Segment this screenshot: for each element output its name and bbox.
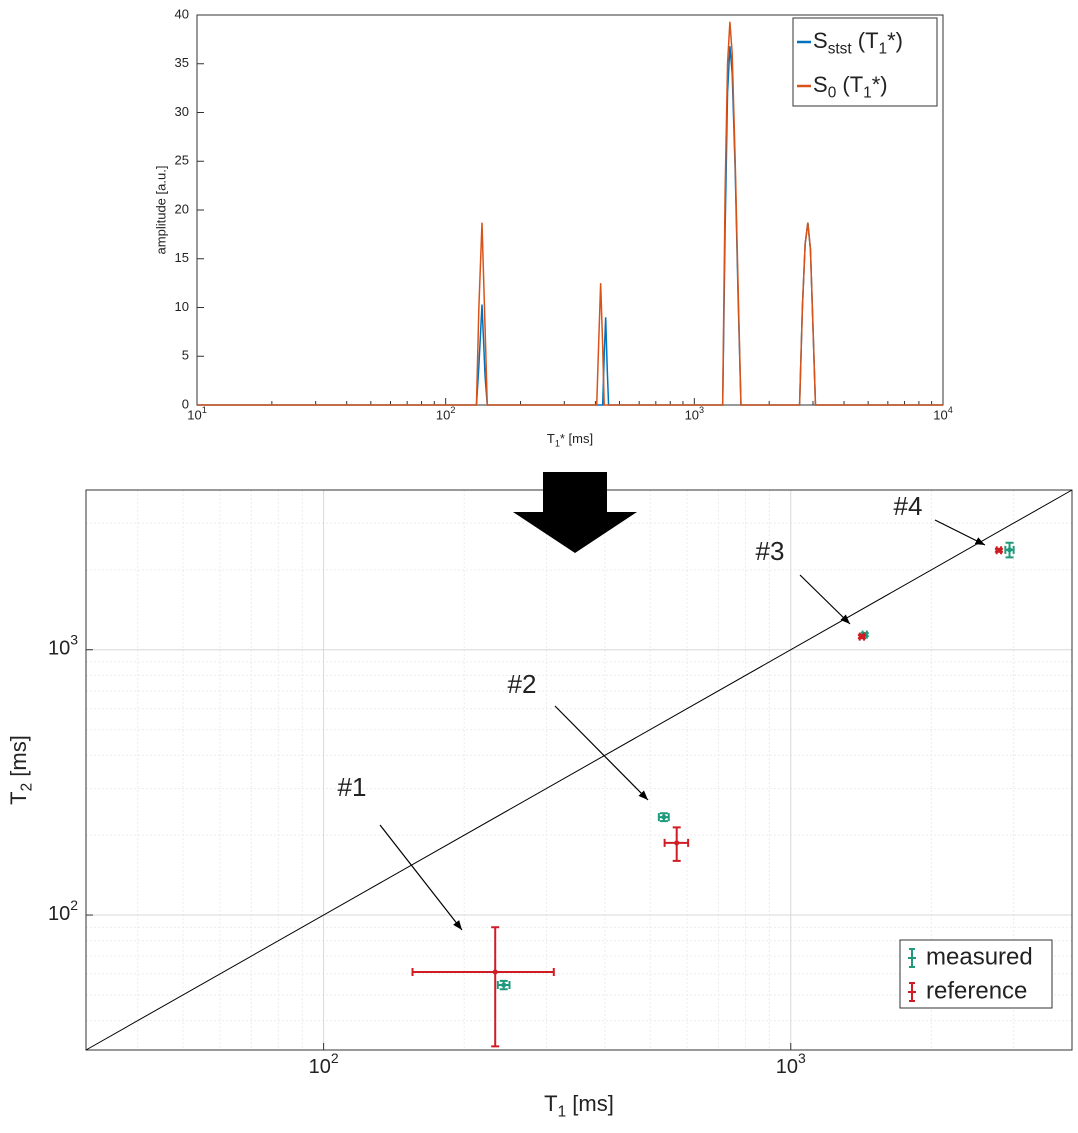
legend-label: reference [926, 977, 1027, 1004]
legend-label-part: 0 [828, 85, 837, 102]
legend-label-part: S [813, 28, 828, 53]
y-tick-label-part: 3 [70, 631, 78, 647]
y-tick-label: 102 [48, 897, 78, 926]
x-tick-label-part: 10 [436, 408, 450, 423]
legend-label-part: *) [872, 72, 888, 97]
y-tick-label-part: 2 [70, 897, 78, 913]
x-tick-label-part: 3 [798, 1050, 806, 1066]
point [1007, 547, 1013, 553]
x-tick-label: 103 [776, 1050, 806, 1079]
x-tick-label-part: 10 [309, 1056, 331, 1078]
y-tick-label-part: 10 [48, 903, 70, 925]
legend-label-part: *) [887, 28, 903, 53]
annotation-arrow [799, 574, 851, 625]
y-axis-label: amplitude [a.u.] [153, 166, 168, 255]
legend-label-part: stst [828, 41, 853, 58]
y-tick-label: 5 [182, 348, 189, 363]
y-axis-label-part: [ms] [6, 735, 31, 783]
y-axis-label-part: T [6, 791, 31, 804]
legend-label: S0 (T1*) [813, 72, 888, 102]
x-tick-label-part: 10 [776, 1056, 798, 1078]
point [859, 634, 865, 640]
legend-label-part: (T [852, 28, 879, 53]
annotation: #2 [508, 669, 537, 699]
legend-label-part: S [813, 72, 828, 97]
x-axis-label-part: T [547, 431, 555, 446]
y-tick-label: 30 [175, 104, 189, 119]
y-tick-label: 0 [182, 396, 189, 411]
x-tick-label-part: 10 [933, 408, 947, 423]
legend-swatch [908, 982, 916, 1002]
y-tick-label-part: 10 [48, 638, 70, 660]
x-tick-label-part: 10 [685, 408, 699, 423]
y-error-bar [491, 926, 500, 1048]
x-axis-label-part: [ms] [566, 1091, 614, 1116]
x-axis-label-part: 1 [558, 1104, 567, 1121]
down-arrow [513, 472, 637, 553]
legend-label-part: 1 [863, 85, 872, 102]
x-tick-label-part: 2 [331, 1050, 339, 1066]
annotation-arrow [554, 705, 649, 801]
x-tick-label: 104 [933, 405, 953, 423]
annotation: #3 [756, 536, 785, 566]
y-tick-label: 25 [175, 153, 189, 168]
point [492, 969, 498, 975]
legend-label: Sstst (T1*) [813, 28, 903, 58]
annotation: #1 [338, 772, 367, 802]
y-tick-label: 15 [175, 250, 189, 265]
legend-label: measured [926, 943, 1033, 970]
x-axis-label-part: * [ms] [560, 431, 593, 446]
y-tick-label: 103 [48, 631, 78, 660]
x-tick-label-part: 10 [187, 408, 201, 423]
x-axis-label-part: T [544, 1091, 557, 1116]
annotation-arrow [379, 824, 463, 931]
legend-box [792, 17, 938, 107]
x-tick-label-part: 2 [450, 405, 455, 415]
x-tick-label-part: 4 [948, 405, 953, 415]
x-tick-label: 103 [685, 405, 705, 423]
annotation-arrow [934, 519, 986, 546]
y-tick-label: 10 [175, 299, 189, 314]
y-tick-label: 35 [175, 55, 189, 70]
legend-swatch [908, 948, 916, 968]
x-tick-label-part: 3 [699, 405, 704, 415]
x-error-bar [411, 968, 555, 977]
point [674, 840, 680, 846]
x-axis-label-part: 1 [555, 439, 560, 449]
x-tick-label: 102 [309, 1050, 339, 1079]
y-axis-label-part: 2 [19, 783, 36, 792]
legend-label-part: 1 [879, 41, 888, 58]
point [501, 982, 507, 988]
series-line [197, 21, 943, 406]
x-axis-label: T1 [ms] [544, 1091, 614, 1121]
legend-label-part: (T [836, 72, 863, 97]
identity-line [85, 489, 1073, 1051]
annotation: #4 [894, 491, 923, 521]
x-tick-label-part: 1 [202, 405, 207, 415]
x-axis-label: T1* [ms] [547, 431, 593, 449]
point [661, 814, 667, 820]
big-arrow [513, 472, 637, 553]
x-tick-label: 101 [187, 405, 207, 423]
x-tick-label: 102 [436, 405, 456, 423]
y-tick-label: 40 [175, 6, 189, 21]
point [996, 547, 1002, 553]
y-tick-label: 20 [175, 201, 189, 216]
y-axis-label: T2 [ms] [6, 735, 36, 805]
legend-box [899, 939, 1053, 1009]
